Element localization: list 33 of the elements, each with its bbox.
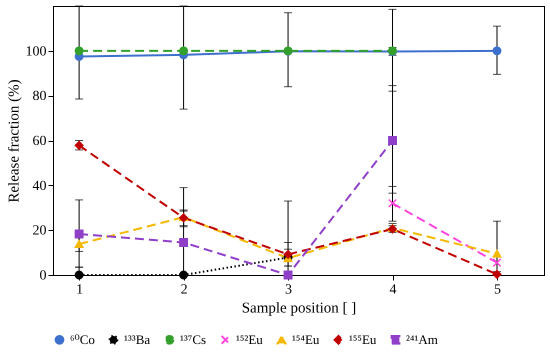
y-tick-label: 80 xyxy=(32,89,46,104)
x-tick-label: 3 xyxy=(285,282,292,298)
legend-label: ¹³⁷Cs xyxy=(180,332,206,347)
point xyxy=(179,238,188,247)
point xyxy=(74,270,84,280)
legend-label: ¹⁵²Eu xyxy=(236,332,264,347)
x-axis-title: Sample position [ ] xyxy=(242,300,356,316)
point xyxy=(492,270,502,279)
point xyxy=(492,46,502,56)
legend-label: ²⁴¹Am xyxy=(406,332,438,347)
x-tick-label: 4 xyxy=(390,282,397,298)
point xyxy=(179,46,188,56)
point xyxy=(74,230,84,238)
legend-label: ¹⁵⁵Eu xyxy=(349,332,377,347)
point xyxy=(492,250,502,258)
point xyxy=(74,46,84,56)
y-tick-label: 20 xyxy=(32,224,46,239)
point xyxy=(74,240,84,248)
y-tick-label: 40 xyxy=(32,178,46,194)
point xyxy=(388,136,397,145)
legend-label: ¹⁵⁴Eu xyxy=(292,332,320,348)
y-tick-label: 0 xyxy=(40,268,46,284)
y-tick-label: 100 xyxy=(26,44,46,60)
point xyxy=(388,198,397,208)
y-axis-title: Release fraction (%) xyxy=(6,79,22,203)
y-tick-label: 60 xyxy=(32,134,46,149)
legend-label: ⁶⁰Co xyxy=(70,332,95,347)
x-tick-label: 1 xyxy=(76,282,84,298)
point xyxy=(284,250,293,259)
x-tick-label: 5 xyxy=(494,282,501,298)
x-tick-label: 2 xyxy=(180,282,188,298)
point xyxy=(492,258,502,268)
legend-label: ¹³³Ba xyxy=(124,332,150,347)
